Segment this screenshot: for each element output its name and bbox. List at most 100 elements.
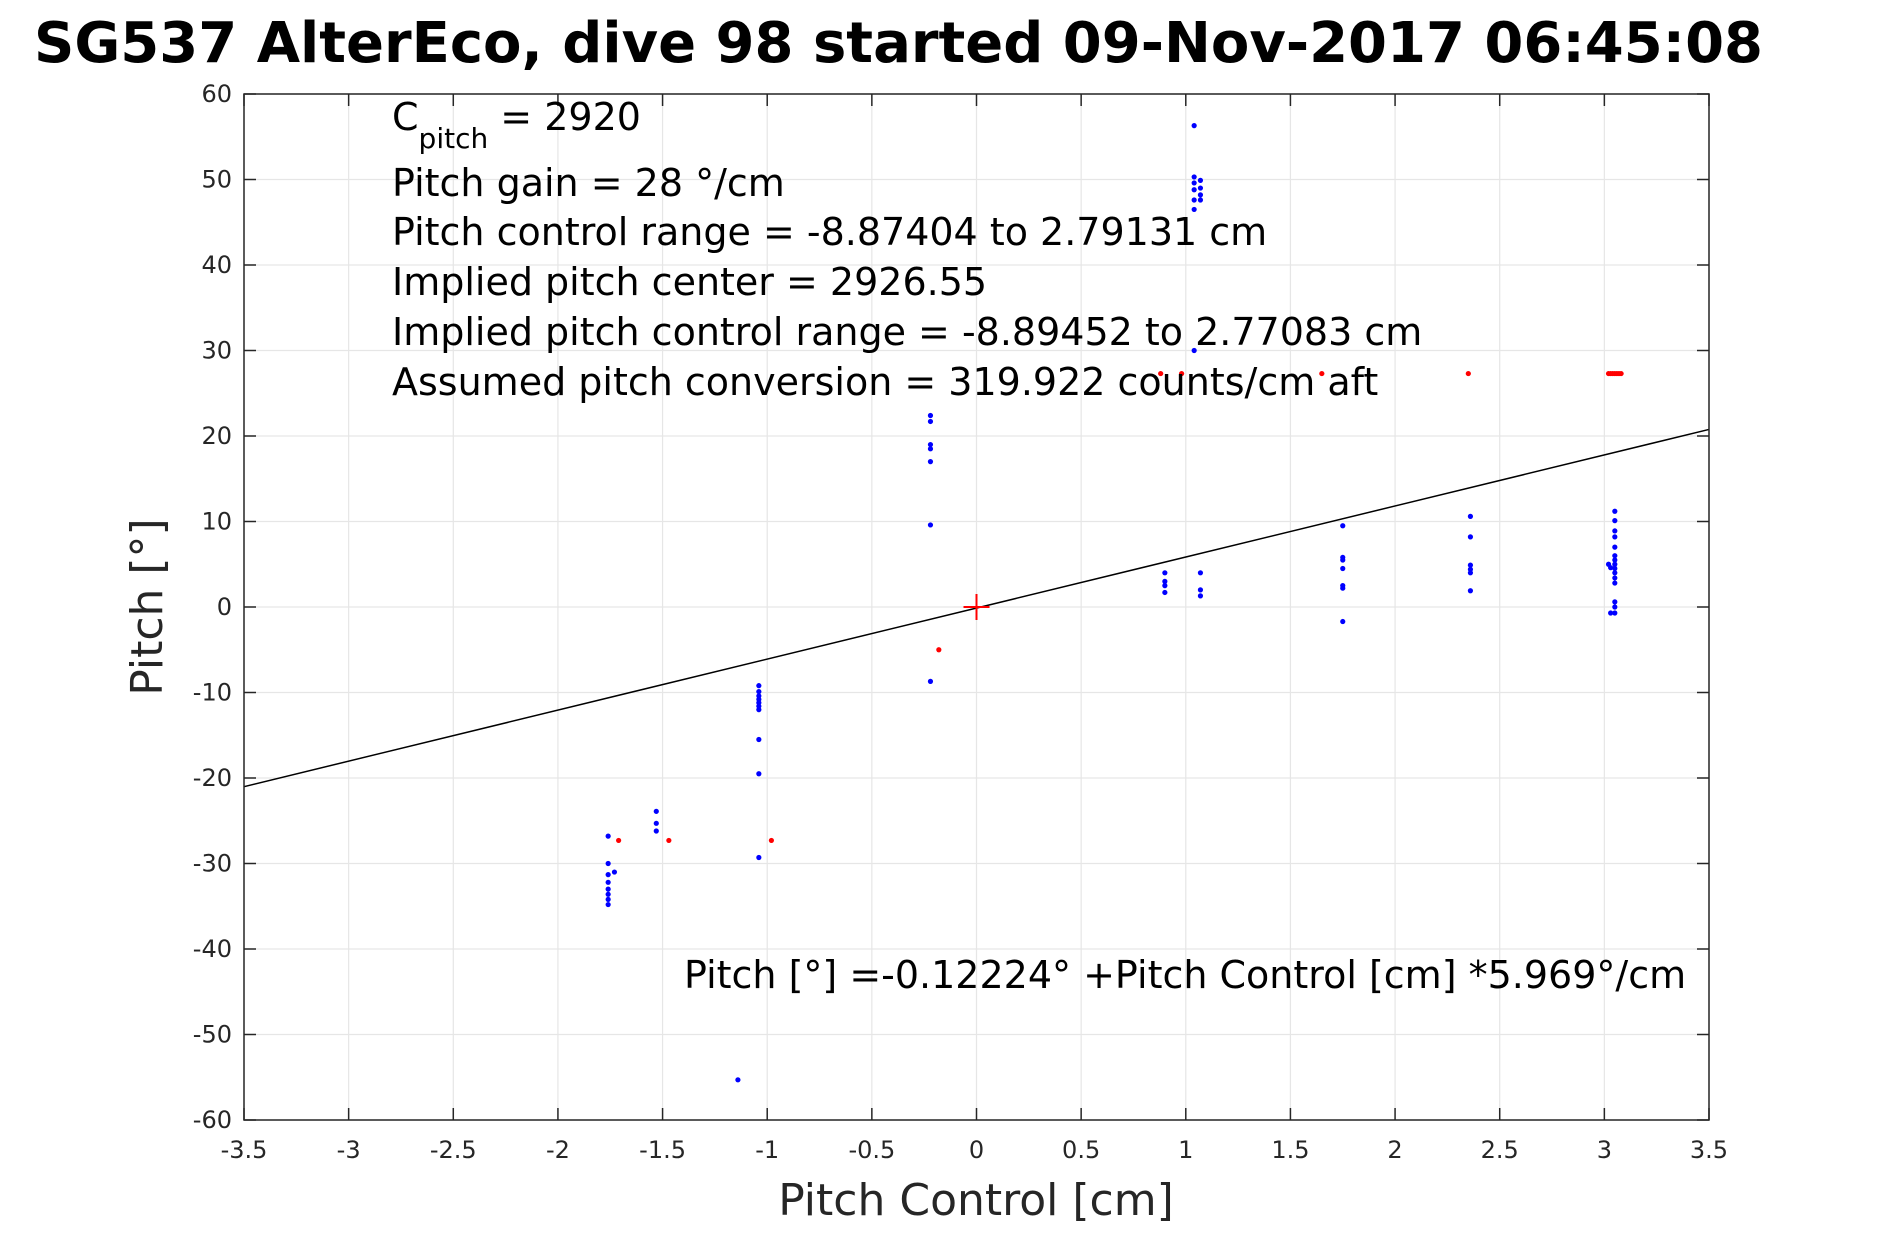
blue-data-point — [653, 820, 659, 826]
x-tick-label: -3.5 — [221, 1136, 268, 1164]
x-tick-label: 1 — [1178, 1136, 1193, 1164]
blue-data-point — [756, 689, 762, 695]
blue-data-point — [1162, 578, 1168, 584]
blue-data-point — [605, 901, 611, 908]
chart-title: SG537 AlterEco, dive 98 started 09-Nov-2… — [34, 11, 1763, 76]
blue-data-point — [927, 522, 934, 528]
y-tick-label: -50 — [193, 1021, 232, 1049]
y-axis-label: Pitch [°] — [122, 518, 173, 695]
blue-data-point — [1191, 347, 1197, 354]
red-data-point — [616, 837, 622, 844]
blue-data-point — [1612, 565, 1618, 572]
blue-data-point — [1191, 123, 1197, 129]
x-tick-label: -3 — [337, 1136, 361, 1164]
blue-data-point — [1191, 206, 1197, 213]
blue-data-point — [1608, 565, 1614, 571]
x-tick-label: -1.5 — [639, 1136, 686, 1164]
blue-data-point — [1612, 557, 1618, 563]
x-axis-label: Pitch Control [cm] — [778, 1175, 1174, 1226]
y-tick-label: 30 — [201, 337, 232, 365]
blue-data-point — [1197, 587, 1204, 593]
y-tick-label: 40 — [201, 251, 232, 279]
y-tick-label: 0 — [217, 593, 232, 621]
y-tick-label: -60 — [193, 1106, 232, 1134]
blue-data-point — [927, 412, 934, 419]
blue-data-point — [1612, 575, 1618, 581]
blue-data-point — [605, 872, 611, 878]
x-tick-label: -0.5 — [848, 1136, 895, 1164]
blue-data-point — [1191, 174, 1197, 180]
blue-data-point — [1612, 561, 1618, 567]
x-tick-label: 0.5 — [1062, 1136, 1100, 1164]
pitch-gain-annotation: Pitch gain = 28 °/cm — [392, 161, 785, 205]
fit-equation-annotation: Pitch [°] =-0.12224° +Pitch Control [cm]… — [684, 953, 1686, 997]
blue-data-point — [1340, 585, 1346, 591]
blue-data-point — [1612, 610, 1618, 616]
blue-data-point — [927, 418, 934, 425]
blue-data-point — [1467, 562, 1474, 568]
y-tick-label: 20 — [201, 422, 232, 450]
red-data-point — [1158, 370, 1164, 377]
red-data-point — [1319, 370, 1325, 377]
blue-data-point — [1612, 534, 1618, 540]
y-tick-label: -30 — [193, 850, 232, 878]
blue-data-point — [1191, 187, 1197, 193]
blue-data-point — [1162, 570, 1168, 576]
blue-data-point — [1612, 553, 1618, 559]
red-data-point — [1465, 370, 1471, 377]
blue-data-point — [927, 459, 934, 465]
blue-data-point — [1340, 618, 1346, 625]
y-ticks: 60 50 40 30 20 10 0 -10 -20 -30 -40 -50 -60 — [193, 80, 1709, 1134]
y-tick-label: -40 — [193, 935, 232, 963]
blue-data-point — [1340, 557, 1346, 563]
c-pitch-sub: pitch — [419, 122, 489, 155]
blue-data-point — [1608, 610, 1614, 616]
blue-data-point — [1340, 565, 1346, 572]
blue-data-point — [1191, 180, 1197, 186]
implied-pitch-center-annotation: Implied pitch center = 2926.55 — [392, 260, 987, 304]
blue-data-point — [756, 771, 762, 777]
x-tick-label: 2.5 — [1481, 1136, 1519, 1164]
blue-data-point — [1197, 570, 1204, 576]
red-data-point — [1618, 370, 1624, 377]
x-tick-label: 3 — [1597, 1136, 1612, 1164]
blue-data-point — [1612, 528, 1618, 534]
blue-data-point — [1197, 185, 1204, 191]
y-tick-label: 60 — [201, 80, 232, 108]
pitch-control-range-annotation: Pitch control range = -8.87404 to 2.7913… — [392, 210, 1267, 254]
y-tick-label: -10 — [193, 679, 232, 707]
x-tick-label: -2.5 — [430, 1136, 477, 1164]
x-tick-label: -1 — [755, 1136, 779, 1164]
blue-data-point — [605, 860, 611, 867]
y-tick-label: 10 — [201, 508, 232, 536]
x-tick-label: -2 — [546, 1136, 570, 1164]
red-data-point — [936, 647, 942, 653]
x-tick-label: 0 — [969, 1136, 984, 1164]
blue-data-point — [653, 808, 659, 814]
blue-data-point — [1467, 570, 1474, 576]
blue-data-point — [1197, 197, 1204, 203]
blue-data-point — [1197, 593, 1204, 599]
blue-data-point — [735, 1077, 741, 1083]
c-pitch-value: = 2920 — [488, 95, 641, 139]
blue-data-point — [756, 683, 762, 689]
red-data-point — [666, 837, 672, 844]
blue-data-point — [605, 896, 611, 903]
y-tick-label: 50 — [201, 166, 232, 194]
blue-data-point — [927, 678, 934, 684]
c-pitch-main: C — [392, 95, 419, 139]
blue-data-point — [1612, 604, 1618, 610]
blue-data-point — [1340, 523, 1346, 529]
blue-data-point — [756, 854, 762, 861]
implied-pitch-control-range-annotation: Implied pitch control range = -8.89452 t… — [392, 310, 1422, 354]
red-data-point — [768, 837, 775, 844]
blue-data-point — [1197, 192, 1204, 198]
blue-data-point — [927, 441, 934, 448]
x-tick-label: 1.5 — [1271, 1136, 1309, 1164]
blue-data-point — [1467, 588, 1474, 594]
annotation-block: Cpitch = 2920 Pitch gain = 28 °/cm Pitch… — [392, 95, 1422, 404]
c-pitch-annotation: Cpitch = 2920 — [392, 95, 641, 155]
blue-data-point — [1612, 570, 1618, 576]
blue-data-point — [1612, 580, 1618, 586]
